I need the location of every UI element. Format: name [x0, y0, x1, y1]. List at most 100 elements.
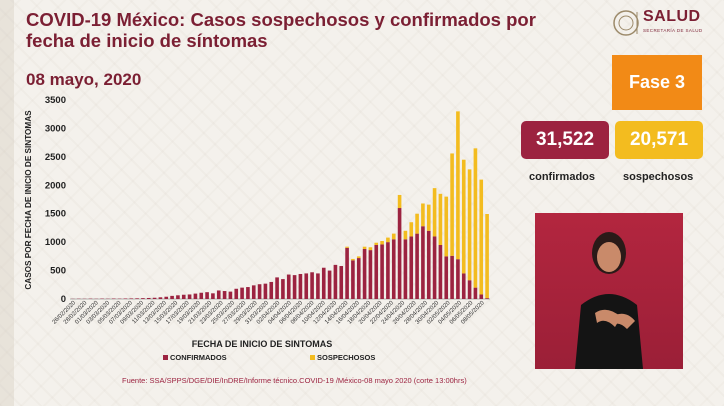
bar-confirmados — [485, 298, 489, 299]
bar-confirmados — [339, 266, 344, 299]
bar-confirmados — [345, 247, 349, 299]
y-tick-label: 2500 — [45, 152, 66, 163]
salud-logo-text: SALUD — [643, 8, 701, 25]
bar-confirmados — [211, 293, 215, 299]
bar-confirmados — [292, 275, 297, 299]
bar-confirmados — [251, 285, 256, 299]
bar-confirmados — [129, 298, 134, 299]
bar-confirmados — [362, 248, 367, 299]
bar-confirmados — [240, 287, 244, 299]
bar-confirmados — [409, 236, 414, 299]
salud-logo-subtitle: SECRETARÍA DE SALUD — [643, 28, 703, 33]
bar-confirmados — [356, 258, 361, 299]
y-tick-label: 1000 — [45, 237, 66, 248]
bar-confirmados — [426, 230, 431, 299]
bar-confirmados — [164, 296, 169, 299]
bar-confirmados — [374, 244, 379, 299]
bar-confirmados — [327, 270, 332, 299]
salud-emblem-icon — [613, 10, 639, 36]
bar-confirmados — [391, 239, 396, 299]
y-tick-label: 3000 — [45, 123, 66, 134]
bar-sospechosos — [356, 256, 361, 259]
bar-confirmados — [228, 291, 233, 299]
bar-confirmados — [141, 298, 145, 299]
bar-confirmados — [432, 236, 437, 299]
bar-confirmados — [275, 277, 279, 299]
page-title: COVID-19 México: Casos sospechosos y con… — [26, 9, 536, 51]
bar-confirmados — [205, 292, 209, 299]
bar-confirmados — [368, 250, 373, 299]
bar-confirmados — [234, 288, 239, 299]
bar-confirmados — [456, 259, 460, 299]
report-date: 08 mayo, 2020 — [26, 70, 142, 89]
y-tick-label: 1500 — [45, 209, 66, 220]
bar-confirmados — [321, 267, 326, 299]
bar-confirmados — [269, 281, 274, 299]
bar-confirmados — [176, 295, 180, 299]
bar-confirmados — [304, 273, 309, 299]
bar-sospechosos — [456, 111, 460, 260]
bar-confirmados — [298, 273, 303, 299]
bar-sospechosos — [461, 159, 466, 274]
phase-badge: Fase 3 — [612, 55, 702, 110]
bar-confirmados — [351, 260, 355, 299]
y-tick-label: 3500 — [45, 95, 66, 106]
y-tick-label: 0 — [61, 294, 66, 305]
bar-confirmados — [170, 295, 174, 299]
bar-sospechosos — [345, 246, 349, 248]
bar-confirmados — [216, 290, 221, 299]
bar-confirmados — [257, 284, 262, 299]
bar-sospechosos — [362, 246, 367, 249]
bar-confirmados — [421, 226, 425, 299]
bar-confirmados — [135, 298, 139, 299]
bar-sospechosos — [415, 213, 419, 234]
bar-confirmados — [450, 255, 454, 299]
bar-confirmados — [222, 291, 227, 299]
bar-confirmados — [281, 279, 285, 299]
suspected-label: sospechosos — [623, 171, 694, 183]
bar-confirmados — [479, 294, 484, 299]
sign-language-interpreter-video — [535, 213, 683, 369]
suspected-count-box: 20,571 — [615, 121, 703, 159]
bar-confirmados — [158, 297, 163, 299]
bar-confirmados — [397, 208, 402, 299]
bar-confirmados — [286, 274, 291, 299]
bar-sospechosos — [403, 230, 408, 240]
bar-sospechosos — [467, 169, 472, 281]
y-tick-label: 500 — [50, 266, 66, 277]
legend-swatch-confirmados — [163, 355, 168, 360]
x-axis-label: FECHA DE INICIO DE SINTOMAS — [192, 339, 333, 349]
bar-confirmados — [403, 239, 408, 299]
bar-sospechosos — [368, 247, 373, 251]
bar-sospechosos — [351, 258, 355, 261]
bar-sospechosos — [473, 148, 478, 288]
bar-confirmados — [152, 297, 157, 299]
bar-sospechosos — [450, 153, 454, 256]
bar-confirmados — [438, 244, 443, 299]
bar-sospechosos — [380, 241, 384, 245]
y-tick-label: 2000 — [45, 180, 66, 191]
confirmed-label: confirmados — [529, 171, 596, 183]
bar-confirmados — [199, 292, 204, 299]
bar-confirmados — [316, 273, 320, 299]
bar-sospechosos — [397, 194, 402, 209]
bar-sospechosos — [386, 237, 390, 243]
bar-confirmados — [187, 294, 192, 299]
bar-confirmados — [380, 244, 384, 299]
source-footnote: Fuente: SSA/SPPS/DGE/DIE/InDRE/Informe t… — [122, 376, 467, 385]
bar-sospechosos — [444, 196, 449, 257]
bar-confirmados — [310, 272, 314, 299]
bar-confirmados — [444, 256, 449, 299]
bar-sospechosos — [391, 233, 396, 240]
bar-confirmados — [146, 297, 151, 299]
bar-sospechosos — [409, 222, 414, 237]
bar-confirmados — [193, 293, 198, 299]
confirmed-count-box: 31,522 — [521, 121, 609, 159]
interpreter-figure-icon — [575, 232, 643, 369]
decorative-strip — [0, 0, 14, 406]
bar-sospechosos — [432, 188, 437, 237]
bar-confirmados — [333, 264, 338, 299]
bar-confirmados — [123, 298, 128, 299]
y-axis-label: CASOS POR FECHA DE INICIO DE SINTOMAS — [24, 110, 33, 290]
